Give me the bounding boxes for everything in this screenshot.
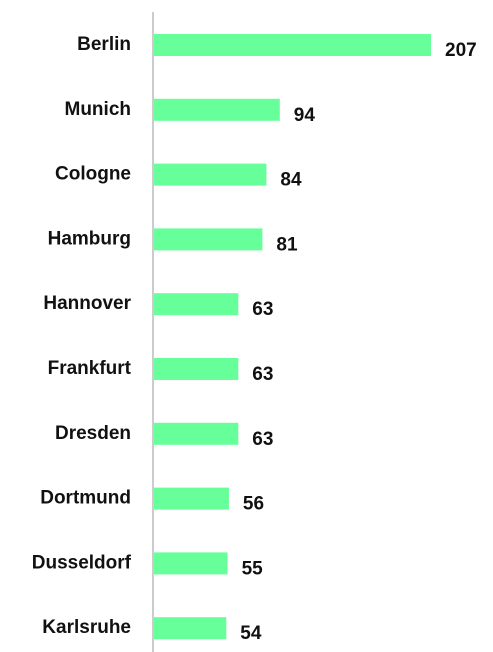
value-label: 94 xyxy=(294,105,316,126)
category-label: Hannover xyxy=(43,293,131,314)
category-label: Dortmund xyxy=(40,488,131,509)
category-label: Dusseldorf xyxy=(32,552,132,573)
bar xyxy=(154,487,229,510)
bar xyxy=(154,34,431,56)
bar xyxy=(154,98,280,121)
value-label: 63 xyxy=(252,429,273,450)
bar xyxy=(154,552,228,575)
category-label: Munich xyxy=(65,99,132,120)
value-label: 207 xyxy=(445,40,477,61)
value-label: 63 xyxy=(252,299,273,320)
value-label: 63 xyxy=(252,364,273,385)
category-label: Cologne xyxy=(55,164,131,185)
bar xyxy=(154,422,239,445)
bar xyxy=(154,358,239,380)
category-label: Dresden xyxy=(55,423,131,444)
value-label: 84 xyxy=(280,170,302,191)
bar xyxy=(154,163,267,186)
value-label: 55 xyxy=(242,558,264,579)
bar xyxy=(154,293,239,316)
category-label: Frankfurt xyxy=(48,358,132,379)
bar xyxy=(154,228,263,251)
category-label: Hamburg xyxy=(48,228,131,249)
value-label: 54 xyxy=(240,623,262,644)
category-label: Berlin xyxy=(77,34,131,55)
value-label: 81 xyxy=(276,234,298,255)
bar xyxy=(154,617,227,640)
value-label: 56 xyxy=(243,494,264,515)
category-label: Karlsruhe xyxy=(42,617,131,638)
